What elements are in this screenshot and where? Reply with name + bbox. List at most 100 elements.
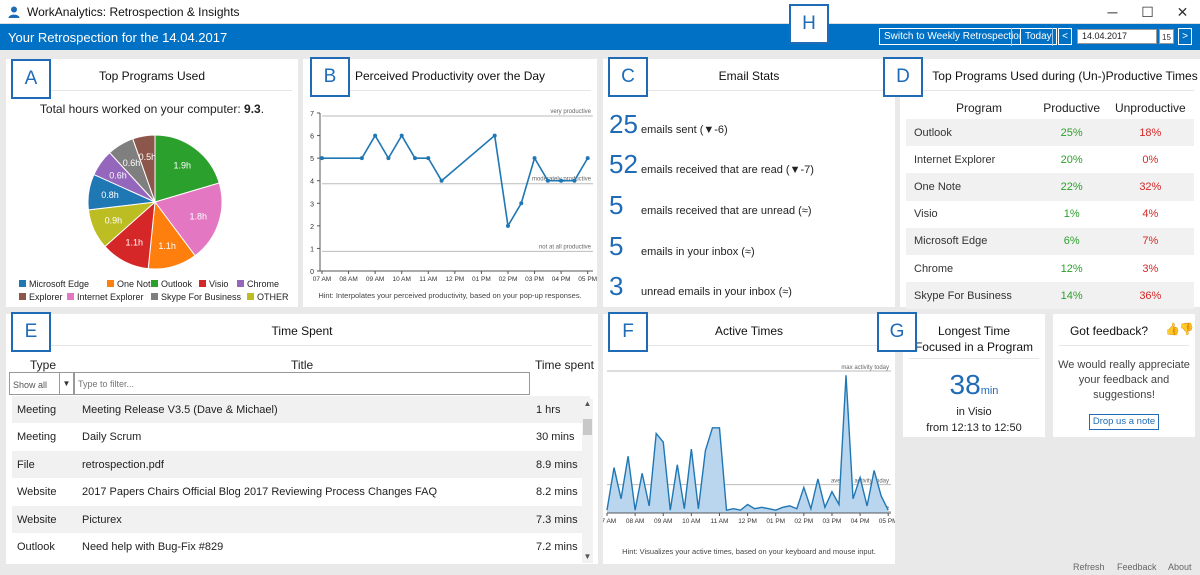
panel-subtitle: Focused in a Program xyxy=(914,340,1034,354)
feedback-link[interactable]: Feedback xyxy=(1117,562,1157,572)
row-type: File xyxy=(17,458,35,471)
total-hours-value: 9.3 xyxy=(244,102,261,116)
unproductive-share: 7% xyxy=(1142,235,1159,248)
drop-note-button[interactable]: Drop us a note xyxy=(1089,414,1159,430)
pie-slice xyxy=(132,134,156,203)
panel-title: Time Spent xyxy=(271,324,333,338)
table-row[interactable]: Meeting Meeting Release V3.5 (Dave & Mich… xyxy=(12,396,590,424)
scroll-up-icon[interactable]: ▲ xyxy=(583,399,592,408)
email-stat-number: 25 xyxy=(609,109,638,139)
today-button[interactable]: Today xyxy=(1020,28,1057,45)
email-stat-label: emails in your inbox (≈) xyxy=(641,246,755,258)
minimize-button[interactable]: ─ xyxy=(1107,4,1118,20)
table-row[interactable]: Outlook Need help with Bug-Fix #829 7.2 mi… xyxy=(12,533,590,561)
marker-f: F xyxy=(608,312,648,352)
divider xyxy=(12,90,292,91)
productivity-point xyxy=(399,133,404,138)
legend-swatch xyxy=(151,293,158,300)
productivity-point xyxy=(359,156,364,161)
table-row[interactable]: Website 2017 Papers Chairs Official Blog … xyxy=(12,478,590,506)
unproductive-share: 0% xyxy=(1142,153,1159,166)
total-hours-text: Total hours worked on your computer: 9.3… xyxy=(6,102,298,116)
date-picker-input[interactable]: 14.04.2017 xyxy=(1077,29,1157,44)
column-header[interactable]: Productive xyxy=(1043,101,1100,115)
productivity-hint: Hint: Interpolates your perceived produc… xyxy=(318,291,582,300)
legend-swatch xyxy=(151,280,158,287)
focus-panel: Longest Time Focused in a Program 38min … xyxy=(903,314,1045,437)
table-row[interactable]: Website Picturex 7.3 mins xyxy=(12,505,590,533)
calendar-icon[interactable]: 15 xyxy=(1159,29,1174,44)
scrollbar-thumb[interactable] xyxy=(583,419,592,435)
row-time: 1 hrs xyxy=(536,404,561,416)
refresh-link[interactable]: Refresh xyxy=(1073,562,1105,572)
row-title: Picturex xyxy=(82,513,122,526)
column-header-title[interactable]: Title xyxy=(291,358,314,372)
divider xyxy=(609,90,889,91)
productivity-panel: Perceived Productivity over the Day 0 1 2 3… xyxy=(303,59,597,307)
pie-slice-label: 0.9h xyxy=(105,216,123,226)
productive-share: 1% xyxy=(1063,208,1080,221)
divider xyxy=(12,345,592,346)
column-header[interactable]: Program xyxy=(956,101,1003,115)
program-name: Visio xyxy=(914,208,938,221)
table-row: Skype For Business 14% 36% xyxy=(906,282,1194,310)
row-time: 30 mins xyxy=(536,431,575,444)
email-stats-panel: Email Stats 25 emails sent (▼-6) 52 emails … xyxy=(603,59,895,307)
active-times-area-chart: max activity todayaverage activity today… xyxy=(603,365,895,525)
about-link[interactable]: About xyxy=(1168,562,1192,572)
reference-line-label: very productive xyxy=(550,109,591,115)
legend-swatch xyxy=(19,293,26,300)
feedback-panel: Got feedback? 👍 👎 We would really apprec… xyxy=(1053,314,1195,437)
thumbs-down-icon[interactable]: 👎 xyxy=(1179,322,1194,336)
column-header-time[interactable]: Time spent xyxy=(535,358,594,372)
divider xyxy=(909,358,1039,359)
marker-e: E xyxy=(11,312,51,352)
productivity-point xyxy=(412,156,417,161)
y-tick-label: 0 xyxy=(310,269,314,276)
title-bar: WorkAnalytics: Retrospection & Insights … xyxy=(0,0,1200,24)
column-header-type[interactable]: Type xyxy=(30,358,57,372)
row-type: Outlook xyxy=(17,541,55,553)
email-stat-row: 3 unread emails in your inbox (≈) xyxy=(609,271,792,302)
program-name: Microsoft Edge xyxy=(914,235,988,248)
type-filter-value: Show all xyxy=(13,380,48,390)
time-spent-panel: Time Spent Type Title Time spent Show al… xyxy=(6,314,598,564)
type-filter-select[interactable]: Show all ▼ xyxy=(9,372,74,395)
prev-day-button[interactable]: < xyxy=(1058,28,1072,45)
row-time: 8.9 mins xyxy=(536,458,578,471)
legend-label: Skype For Business xyxy=(161,292,242,302)
panel-title: Got feedback? xyxy=(1069,324,1149,338)
close-button[interactable]: ✕ xyxy=(1176,3,1189,20)
x-tick-label: 03 PM xyxy=(525,276,544,283)
pie-slice xyxy=(154,134,220,203)
legend-item: OTHER xyxy=(247,292,289,302)
divider xyxy=(1059,345,1189,346)
column-header[interactable]: Unproductive xyxy=(1114,101,1186,115)
maximize-button[interactable]: ☐ xyxy=(1141,3,1154,20)
legend-label: Microsoft Edge xyxy=(29,279,90,289)
thumbs-up-icon[interactable]: 👍 xyxy=(1165,322,1180,336)
x-tick-label: 11 AM xyxy=(419,276,437,283)
email-stat-label: unread emails in your inbox (≈) xyxy=(641,286,792,298)
unproductive-share: 3% xyxy=(1142,262,1159,275)
title-filter-input[interactable] xyxy=(74,372,530,395)
table-row[interactable]: File retrospection.pdf 8.9 mins xyxy=(12,450,590,479)
legend-item: Internet Explorer xyxy=(67,292,144,302)
x-tick-label: 11 AM xyxy=(710,518,728,525)
scrollbar[interactable]: ▲ ▼ xyxy=(582,399,593,563)
legend-swatch xyxy=(237,280,244,287)
window-title: WorkAnalytics: Retrospection & Insights xyxy=(27,4,240,19)
table-header-row: Program Productive Unproductive xyxy=(906,97,1194,119)
panel-title: Longest Time xyxy=(937,324,1011,338)
activity-line xyxy=(606,375,889,512)
switch-weekly-button[interactable]: Switch to Weekly Retrospection xyxy=(879,28,1030,45)
next-day-button[interactable]: > xyxy=(1178,28,1192,45)
pie-slice xyxy=(154,182,223,257)
table-row: Outlook 25% 18% xyxy=(906,119,1194,147)
pie-slice-label: 0.6h xyxy=(109,170,127,180)
table-row[interactable]: Meeting Daily Scrum 30 mins xyxy=(12,423,590,451)
scroll-down-icon[interactable]: ▼ xyxy=(583,552,592,561)
pie-slice-label: 0.8h xyxy=(101,190,119,200)
y-tick-label: 1 xyxy=(310,246,314,253)
